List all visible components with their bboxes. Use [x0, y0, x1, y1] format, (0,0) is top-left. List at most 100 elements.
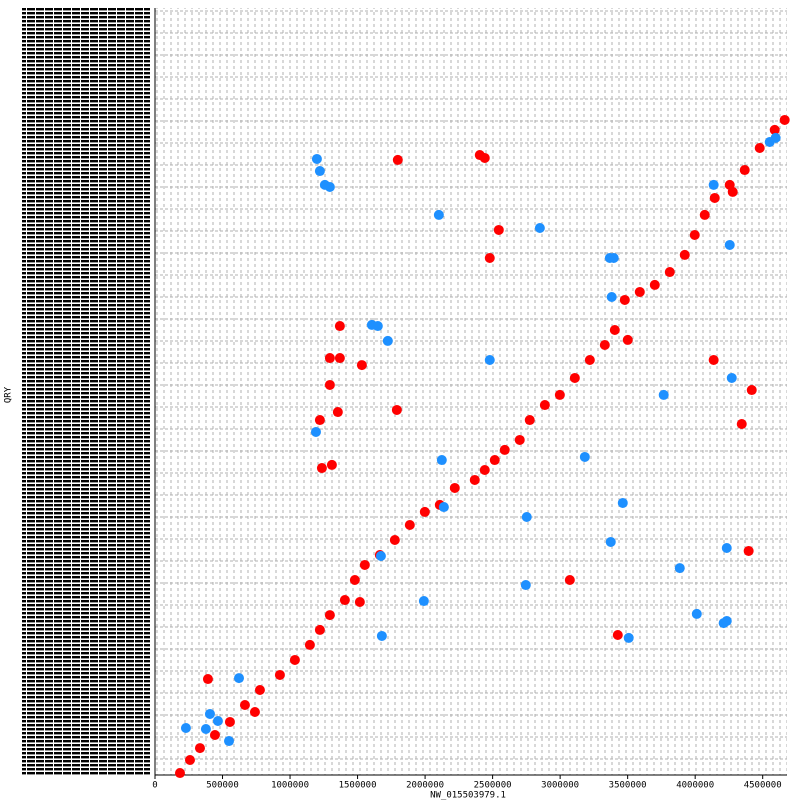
- point: [634, 286, 645, 297]
- point: [619, 294, 630, 305]
- point: [524, 415, 535, 426]
- point: [274, 669, 285, 680]
- point: [359, 559, 370, 570]
- point: [579, 451, 590, 462]
- point: [484, 355, 495, 366]
- point: [489, 455, 500, 466]
- point: [499, 444, 510, 455]
- point: [354, 597, 365, 608]
- point: [224, 716, 235, 727]
- point: [209, 730, 220, 741]
- point: [184, 754, 195, 765]
- point: [418, 596, 429, 607]
- point: [289, 654, 300, 665]
- point: [311, 153, 322, 164]
- point: [754, 143, 765, 154]
- point: [691, 608, 702, 619]
- x-tick-label: 1000000: [271, 781, 309, 791]
- x-tick-label: 2500000: [474, 781, 512, 791]
- point: [436, 455, 447, 466]
- point: [334, 353, 345, 364]
- point: [770, 132, 781, 143]
- point: [324, 610, 335, 621]
- point: [449, 482, 460, 493]
- point: [709, 192, 720, 203]
- point: [622, 334, 633, 345]
- point: [708, 179, 719, 190]
- point: [649, 279, 660, 290]
- point: [314, 624, 325, 635]
- point: [334, 321, 345, 332]
- point: [521, 511, 532, 522]
- point: [779, 114, 790, 125]
- x-tick-label: 4000000: [676, 781, 714, 791]
- point: [339, 595, 350, 606]
- point: [310, 426, 321, 437]
- point: [469, 474, 480, 485]
- point: [493, 224, 504, 235]
- point: [608, 253, 619, 264]
- point: [554, 389, 565, 400]
- x-tick-label: 500000: [206, 781, 239, 791]
- point: [180, 723, 191, 734]
- point: [389, 535, 400, 546]
- x-tick-label: 0: [152, 781, 157, 791]
- point: [233, 673, 244, 684]
- point: [202, 674, 213, 685]
- point: [194, 743, 205, 754]
- point: [724, 239, 735, 250]
- point: [419, 506, 430, 517]
- point: [736, 418, 747, 429]
- point: [212, 715, 223, 726]
- point: [689, 229, 700, 240]
- point: [605, 536, 616, 547]
- point: [584, 355, 595, 366]
- point: [254, 684, 265, 695]
- point: [727, 186, 738, 197]
- point: [349, 574, 360, 585]
- point: [204, 708, 215, 719]
- point: [392, 154, 403, 165]
- point: [612, 629, 623, 640]
- point: [599, 339, 610, 350]
- point: [658, 389, 669, 400]
- point: [239, 699, 250, 710]
- x-tick-label: 2000000: [406, 781, 444, 791]
- x-tick-label: 1500000: [339, 781, 377, 791]
- point: [356, 360, 367, 371]
- point: [743, 545, 754, 556]
- point: [664, 267, 675, 278]
- point: [404, 519, 415, 530]
- point: [324, 182, 335, 193]
- y-label-mass: [22, 8, 150, 775]
- point: [376, 630, 387, 641]
- point: [674, 563, 685, 574]
- point: [479, 464, 490, 475]
- point: [679, 249, 690, 260]
- point: [200, 723, 211, 734]
- point: [249, 707, 260, 718]
- x-tick-label: 3500000: [609, 781, 647, 791]
- x-tick-label: 3000000: [541, 781, 579, 791]
- point: [304, 639, 315, 650]
- point: [372, 321, 383, 332]
- point: [721, 615, 732, 626]
- x-axis-label: NW_015503979.1: [430, 791, 506, 800]
- point: [484, 253, 495, 264]
- point: [609, 324, 620, 335]
- point: [479, 152, 490, 163]
- point: [224, 736, 235, 747]
- point: [438, 502, 449, 513]
- point: [520, 580, 531, 591]
- grid-horizontal: [155, 8, 787, 775]
- point: [534, 222, 545, 233]
- point: [708, 355, 719, 366]
- point: [382, 335, 393, 346]
- point: [726, 372, 737, 383]
- point: [617, 497, 628, 508]
- point: [332, 407, 343, 418]
- y-axis-label: QRY: [4, 386, 14, 403]
- point: [539, 400, 550, 411]
- point: [174, 768, 185, 779]
